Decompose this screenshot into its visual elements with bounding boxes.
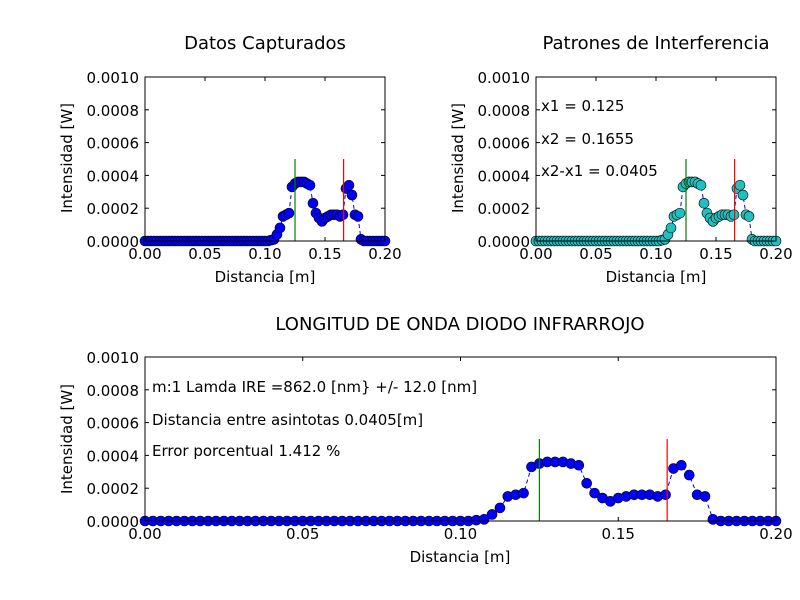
p3-data-point [573,459,585,471]
p1-xtick-label: 0.05 [188,245,221,263]
p2-ytick-label: 0.0004 [478,167,531,185]
p3-ytick-label: 0.0006 [87,415,140,433]
p3-ytick-label: 0.0010 [87,349,140,367]
p2-data-point [737,189,749,201]
p1-ytick-label: 0.0004 [87,167,140,185]
p3-data-point [478,514,490,525]
p2-data-point [665,222,677,234]
p1-data-point [274,222,286,234]
p1-data-point [307,197,319,209]
p2-xlabel: Distancia [m] [606,268,707,286]
p3-data-point [518,487,529,499]
p3-ytick-label: 0.0000 [87,513,140,531]
p1-xlabel: Distancia [m] [215,268,316,286]
p3-annotation-distance: Distancia entre asintotas 0.0405[m] [152,411,423,429]
p3-data-point [581,477,593,489]
p2-annotation-x2: x2 = 0.1655 [541,130,634,148]
p3-data-point [589,487,600,499]
p3-data-point [486,509,498,520]
p1-ytick-label: 0.0010 [87,69,140,87]
p3-ytick-label: 0.0002 [87,480,140,498]
p1-data-point [343,179,355,191]
p1-data-point [304,179,316,191]
p2-annotation-x1: x1 = 0.125 [541,97,624,115]
p2-ytick-label: 0.0008 [478,102,531,120]
p2-frame [535,76,777,242]
p3-xtick-label: 0.05 [286,525,319,543]
p2-data-point [734,179,746,191]
p2-data-point [674,207,686,219]
p2-xtick-label: 0.00 [519,245,552,263]
p1-xtick-label: 0.20 [368,245,401,263]
p2-data-point [743,211,755,222]
p3-data-point [494,502,506,514]
p1-ytick-label: 0.0006 [87,135,140,153]
p1-xtick-label: 0.00 [128,245,161,263]
p3-xtick-label: 0.10 [444,525,477,543]
p3-annotation-lambda: m:1 Lamda IRE =862.0 [nm} +/- 12.0 [nm] [152,378,477,396]
p2-plot-area: 0.00 0.05 0.10 0.15 0.20 0.0000 0.0002 0.0004 0.… [478,69,793,263]
p1-ytick-label: 0.0002 [87,200,140,218]
p2-annotation-diff: x2-x1 = 0.0405 [541,162,658,180]
p2-ytick-label: 0.0010 [478,69,531,87]
p1-frame [144,76,386,242]
p3-data-point [660,489,671,501]
p2-xtick-label: 0.05 [579,245,612,263]
p1-xtick-label: 0.15 [308,245,341,263]
p3-data-point [699,491,711,502]
p3-xtick-label: 0.15 [602,525,635,543]
p2-ytick-label: 0.0002 [478,200,531,218]
p1-data-point [283,207,295,219]
p1-data-point [346,189,358,201]
p3-annotation-error: Error porcentual 1.412 % [152,442,340,460]
p3-ytick-label: 0.0004 [87,447,140,465]
p1-title: Datos Capturados [184,33,346,54]
p3-xlabel: Distancia [m] [410,548,511,566]
p3-data-point [683,469,695,481]
p3-xtick-label: 0.20 [759,525,792,543]
p2-ytick-label: 0.0006 [478,135,531,153]
p1-data-point [352,211,364,222]
p2-ylabel: Intensidad [W] [449,103,467,213]
p2-xtick-label: 0.15 [699,245,732,263]
p2-ytick-label: 0.0000 [478,233,531,251]
p3-title: LONGITUD DE ONDA DIODO INFRARROJO [275,314,644,335]
p3-frame [144,356,777,522]
p3-data-point [676,459,687,471]
p3-xtick-label: 0.00 [128,525,161,543]
p1-xtick-label: 0.10 [248,245,281,263]
p3-ylabel: Intensidad [W] [58,384,76,494]
p2-data-point [698,197,710,209]
p1-ytick-label: 0.0008 [87,102,140,120]
p2-data-point [695,179,707,191]
p2-title: Patrones de Interferencia [542,33,769,54]
p1-plot-area: 0.00 0.05 0.10 0.15 0.20 0.0000 0.0002 0.0004 0.… [87,69,402,263]
p2-xtick-label: 0.10 [639,245,672,263]
p1-ytick-label: 0.0000 [87,233,140,251]
p3-ytick-label: 0.0008 [87,382,140,400]
p2-xtick-label: 0.20 [759,245,792,263]
p1-ylabel: Intensidad [W] [58,103,76,213]
p3-plot-area: 0.00 0.05 0.10 0.15 0.20 0.0000 0.0002 0.0004 0.… [87,349,793,543]
